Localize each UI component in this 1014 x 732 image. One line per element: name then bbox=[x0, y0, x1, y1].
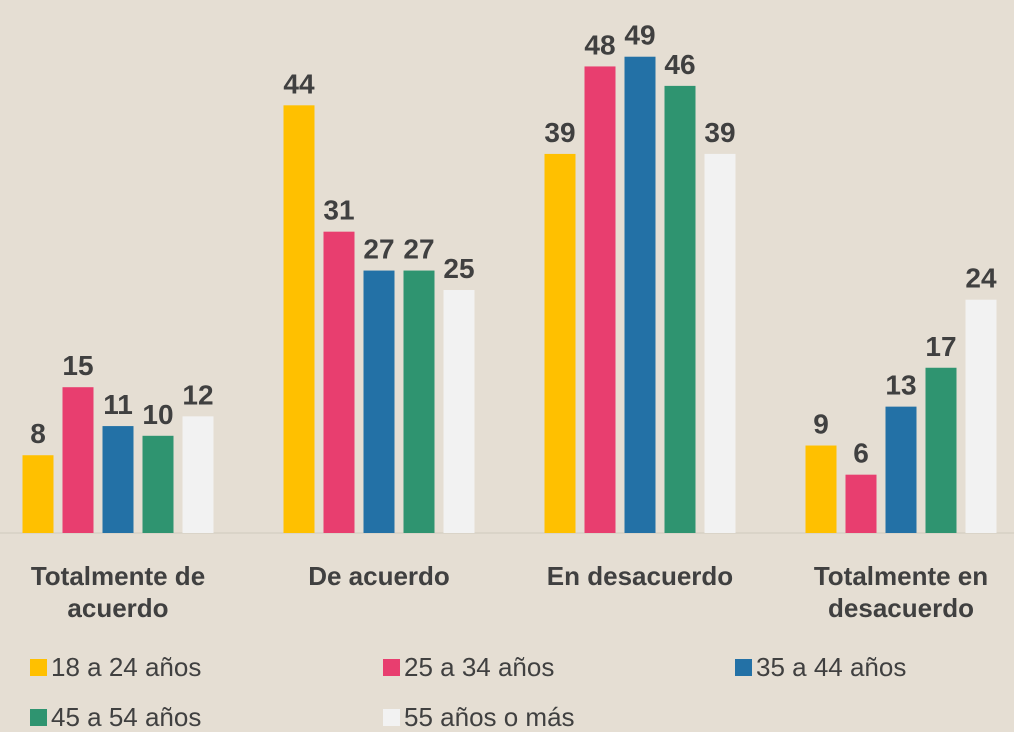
value-label: 39 bbox=[704, 117, 735, 148]
value-label: 17 bbox=[925, 331, 956, 362]
legend-label: 35 a 44 años bbox=[756, 651, 907, 682]
bar bbox=[363, 270, 395, 533]
legend-item: 55 años o más bbox=[383, 700, 575, 732]
bar bbox=[22, 455, 54, 533]
value-label: 8 bbox=[30, 418, 46, 449]
value-label: 27 bbox=[403, 234, 434, 265]
value-label: 15 bbox=[62, 350, 93, 381]
bar bbox=[62, 387, 94, 533]
value-label: 31 bbox=[323, 195, 354, 226]
category-label: De acuerdo bbox=[308, 561, 450, 591]
bar bbox=[142, 435, 174, 533]
legend-label: 55 años o más bbox=[404, 701, 575, 732]
value-label: 13 bbox=[885, 370, 916, 401]
bar bbox=[885, 406, 917, 533]
value-label: 39 bbox=[544, 117, 575, 148]
bar bbox=[403, 270, 435, 533]
value-label: 44 bbox=[283, 68, 315, 99]
value-label: 46 bbox=[664, 49, 695, 80]
value-label: 27 bbox=[363, 234, 394, 265]
legend-label: 45 a 54 años bbox=[51, 701, 202, 732]
legend-item: 18 a 24 años bbox=[30, 650, 201, 684]
legend-label: 18 a 24 años bbox=[51, 651, 202, 682]
value-label: 12 bbox=[182, 379, 213, 410]
bar bbox=[925, 367, 957, 533]
legend-item: 45 a 54 años bbox=[30, 700, 201, 732]
bar bbox=[182, 416, 214, 533]
bar bbox=[544, 153, 576, 534]
legend-swatch bbox=[383, 658, 400, 676]
category-label: Totalmente en desacuerdo bbox=[813, 561, 989, 623]
value-label: 9 bbox=[813, 409, 829, 440]
value-label: 48 bbox=[584, 29, 615, 60]
legend-item: 25 a 34 años bbox=[383, 650, 554, 684]
bar bbox=[443, 290, 475, 533]
legend-swatch bbox=[30, 658, 47, 676]
legend-label: 25 a 34 años bbox=[404, 651, 555, 682]
legend-swatch bbox=[30, 708, 47, 726]
category-label: Totalmente de acuerdo bbox=[30, 561, 206, 623]
value-label: 24 bbox=[965, 263, 997, 294]
bar bbox=[704, 153, 736, 534]
legend-swatch bbox=[383, 708, 400, 726]
value-label: 10 bbox=[142, 399, 173, 430]
bar bbox=[323, 231, 355, 533]
legend-item: 35 a 44 años bbox=[735, 650, 906, 684]
bar bbox=[845, 474, 877, 533]
bar bbox=[965, 299, 997, 533]
value-label: 6 bbox=[853, 438, 869, 469]
bar bbox=[102, 426, 134, 533]
legend-swatch bbox=[735, 658, 752, 676]
value-label: 49 bbox=[624, 20, 655, 51]
category-label: En desacuerdo bbox=[546, 561, 734, 591]
bar bbox=[283, 105, 315, 533]
value-label: 25 bbox=[443, 253, 474, 284]
bar bbox=[664, 85, 696, 533]
bar bbox=[624, 56, 656, 533]
bar bbox=[584, 66, 616, 533]
bar bbox=[805, 445, 837, 533]
value-label: 11 bbox=[103, 389, 133, 420]
